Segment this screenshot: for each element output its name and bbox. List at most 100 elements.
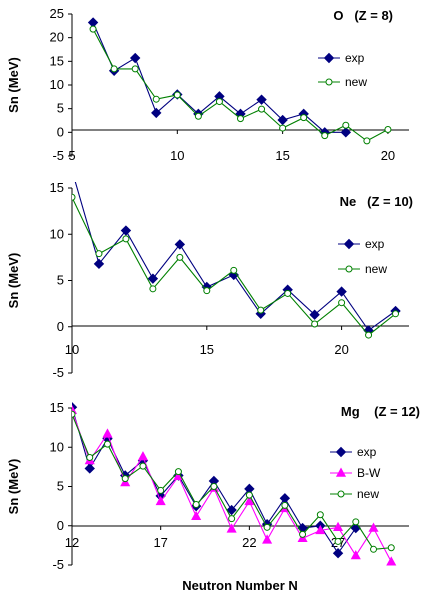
y-tick-label: 5 [57,273,64,288]
data-point-exp [279,493,291,504]
data-point-new [194,112,202,120]
data-point-exp [84,463,95,474]
data-point-exp [147,273,159,284]
data-point-new [334,537,342,545]
data-point-exp [151,107,162,119]
y-tick-label: 15 [50,400,64,415]
legend-marker [337,490,345,498]
data-point-new [228,515,236,523]
data-point-new [203,287,211,295]
chart-panel-1: -5 0 5 10 15 10 15 20 Sn (MeV) Ne (Z = 10) exp new [6,166,413,380]
legend-item-exp: exp [330,445,377,459]
series-new [72,193,400,339]
y-axis-label: Sn (MeV) [6,459,21,515]
data-point-new [338,299,346,307]
legend-marker [335,467,347,477]
legend-label: new [357,487,379,501]
legend-marker [345,265,353,273]
x-tick-label: 12 [65,535,79,550]
data-point-new [103,440,111,448]
data-point-new [321,132,329,140]
data-point-new [342,121,350,129]
data-point-new [72,193,76,201]
chart-title: Mg (Z = 12) [341,404,420,419]
data-point-new [311,320,319,328]
data-point-new [215,98,223,106]
series-exp [87,17,352,138]
y-tick-label: 25 [50,6,64,21]
legend-marker [335,446,347,458]
legend-label: new [345,75,367,89]
y-axis-label: Sn (MeV) [6,253,21,309]
data-point-exp [226,504,237,516]
data-point-new [176,253,184,261]
series-new [89,25,392,145]
data-point-exp [277,114,288,126]
x-tick-label: 22 [242,535,256,550]
data-point-new [157,486,165,494]
series-B-W [72,404,397,566]
x-tick-label: 10 [65,342,79,357]
data-point-exp [340,127,352,138]
legend-item-new: new [330,487,379,501]
data-point-B-W [368,522,379,532]
data-point-new [121,475,129,483]
legend-marker [325,78,333,86]
x-tick-label: 17 [153,535,167,550]
chart-panel-2: -505101512172227Sn (MeV)Mg (Z = 12)expB-… [6,400,420,593]
data-point-new [149,285,157,293]
x-tick-label: 20 [334,342,348,357]
data-point-new [257,306,265,314]
data-point-new [279,124,287,132]
data-point-B-W [226,523,237,533]
data-point-exp [93,258,105,270]
chart-title: O (Z = 8) [333,8,393,23]
series-line-exp [92,22,346,133]
chart-title: Ne (Z = 10) [340,194,413,209]
data-point-new [89,25,97,33]
data-point-B-W [155,495,166,506]
data-point-new [392,310,400,318]
legend-marker [323,52,335,64]
data-point-new [230,266,238,274]
data-point-new [210,483,218,490]
legend-label: exp [345,51,365,65]
data-point-exp [174,239,186,250]
data-point-new [122,235,130,243]
legend-item-new: new [338,262,387,276]
data-point-new [316,511,324,519]
data-point-new [363,137,371,145]
data-point-new [110,65,118,73]
data-point-new [86,453,94,461]
data-point-B-W [244,495,255,506]
data-point-exp [120,225,132,236]
y-axis-label: Sn (MeV) [6,57,21,113]
legend-item-exp: exp [318,51,365,65]
data-point-new [384,125,392,133]
x-tick-label: 15 [275,148,289,163]
y-tick-label: -5 [52,365,64,380]
x-axis-label: Neutron Number N [182,578,298,593]
data-point-B-W [350,550,361,560]
data-point-new [300,114,308,122]
data-point-B-W [262,534,273,544]
data-point-new [281,501,289,509]
legend-label: B-W [357,466,381,480]
data-point-B-W [191,510,202,521]
y-tick-label: 15 [50,53,64,68]
data-point-B-W [333,521,344,532]
data-point-new [245,491,253,499]
data-point-new [284,289,292,297]
data-point-new [131,65,139,73]
data-point-new [139,462,147,470]
legend-label: new [365,262,387,276]
series-new [72,410,395,553]
data-point-exp [332,548,344,559]
data-point-B-W [386,556,397,566]
data-point-new [174,468,182,476]
legend-label: exp [357,445,377,459]
data-point-new [72,410,76,418]
data-point-exp [68,166,77,175]
